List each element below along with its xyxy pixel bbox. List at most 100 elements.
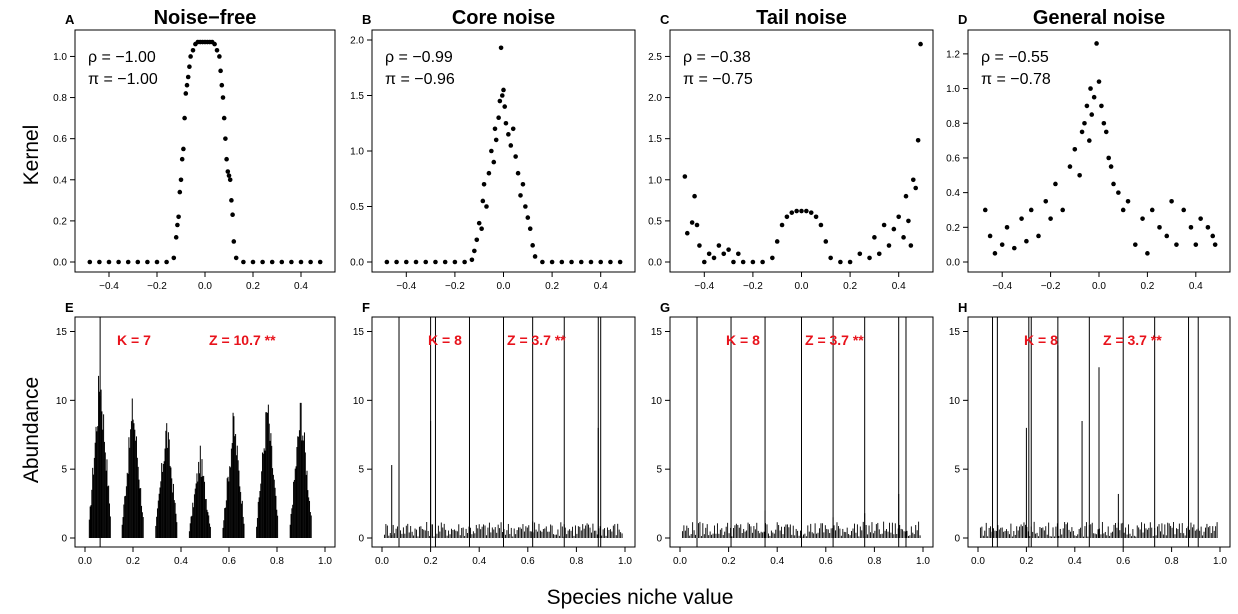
kernel-point: [489, 148, 494, 154]
kernel-point: [617, 259, 623, 265]
x-tick-label: 0.0: [673, 556, 687, 567]
x-tick-label: −0.4: [694, 281, 714, 292]
kernel-point: [442, 259, 448, 265]
rho-statistic: ρ = −0.99: [385, 49, 453, 66]
kernel-point: [1084, 103, 1090, 109]
y-tick-label: 15: [56, 327, 68, 338]
plot-frame: [74, 29, 336, 273]
kernel-point: [154, 259, 160, 265]
kernel-point: [492, 126, 498, 132]
pi-statistic: π = −0.96: [385, 71, 455, 88]
kernel-point: [1101, 120, 1107, 126]
kernel-point: [813, 214, 819, 220]
x-tick-label: 0.2: [126, 556, 140, 567]
kernel-point: [219, 82, 225, 88]
y-tick-label: 0.5: [648, 216, 662, 227]
kernel-point: [706, 251, 712, 257]
y-tick-label: 0.8: [946, 119, 960, 130]
kernel-point: [915, 138, 921, 143]
kernel-point: [716, 243, 722, 248]
kernel-point: [506, 132, 511, 137]
kernel-point: [1108, 164, 1114, 169]
kernel-point: [481, 182, 487, 187]
x-tick-label: −0.2: [743, 281, 763, 292]
kernel-point: [484, 204, 489, 209]
panel-letter: B: [362, 12, 371, 27]
panels-group: −0.4 −0.2 0.0 0.2 0.4 0.0 0.2 0.4 0.6 0.8 1.0 A Nois…: [53, 7, 1231, 567]
kernel-point: [838, 259, 843, 265]
kernel-point: [682, 174, 688, 179]
y-tick-label: 5: [358, 465, 364, 476]
y-tick-label: 0.6: [53, 134, 67, 145]
kernel-point: [502, 104, 508, 109]
kernel-point: [525, 215, 531, 220]
panel-title: General noise: [1033, 7, 1165, 29]
x-tick-label: 0.4: [594, 281, 608, 292]
x-tick-label: −0.4: [992, 281, 1012, 292]
kernel-point: [867, 255, 872, 261]
kernel-point: [1111, 181, 1116, 187]
plot-frame: [967, 29, 1231, 273]
x-tick-label: 0.0: [78, 556, 92, 567]
y-tick-label: 0.0: [946, 258, 960, 269]
kernel-point: [918, 41, 923, 47]
x-tick-label: 1.0: [318, 556, 332, 567]
kernel-point: [1169, 198, 1174, 204]
kernel-point: [498, 45, 504, 51]
y-tick-label: 0: [656, 534, 662, 545]
x-tick-label: 1.0: [916, 556, 930, 567]
pi-statistic: π = −1.00: [88, 71, 158, 88]
kernel-point: [520, 182, 526, 187]
kernel-point: [181, 146, 186, 152]
kernel-point: [1019, 216, 1024, 221]
x-tick-label: 0.2: [722, 556, 736, 567]
kernel-point: [177, 189, 183, 195]
x-tick-label: 0.4: [174, 556, 188, 567]
kernel-point: [779, 222, 785, 228]
x-tick-label: 0.2: [1140, 281, 1154, 292]
abundance-panel-e: 0.0 0.2 0.4 0.6 0.8 1.0 0 5 10 15 E K = 7 Z = 10.7 *…: [56, 300, 336, 567]
kernel-point: [1012, 245, 1017, 251]
panel-letter: G: [660, 300, 670, 315]
species-niche-axis-label: Species niche value: [547, 586, 734, 609]
y-tick-label: 0.5: [350, 202, 364, 213]
kernel-point: [694, 222, 700, 228]
kernel-point: [173, 235, 179, 240]
kernel-point: [175, 222, 180, 228]
kernel-point: [1099, 103, 1104, 109]
kernel-point: [1091, 94, 1097, 100]
x-tick-label: 0.0: [795, 281, 809, 292]
kernel-point: [87, 259, 93, 265]
x-tick-label: 0.2: [843, 281, 857, 292]
panel-letter: F: [362, 300, 370, 315]
kernel-point: [760, 259, 765, 265]
kernel-point: [185, 74, 191, 80]
kernel-point: [1072, 146, 1078, 152]
kernel-point: [818, 222, 824, 228]
kernel-point: [1053, 181, 1058, 187]
x-tick-label: 0.4: [1189, 281, 1203, 292]
kernel-panel-d: −0.4 −0.2 0.0 0.2 0.4 0.0 0.2 0.4 0.6 0.8 1.0 1.2 D G…: [946, 7, 1231, 292]
kernel-point: [499, 93, 505, 98]
kernel-point: [493, 137, 499, 143]
kernel-point: [608, 259, 613, 265]
abundance-panel-f: 0.0 0.2 0.4 0.6 0.8 1.0 0 5 10 15 F K = 8 Z = 3.7 **: [353, 300, 636, 567]
kernel-point: [774, 239, 780, 244]
kernel-point: [999, 242, 1005, 247]
x-tick-label: 0.4: [1068, 556, 1082, 567]
x-tick-label: 0.0: [375, 556, 389, 567]
kernel-point: [1060, 207, 1065, 213]
y-tick-label: 1.0: [53, 52, 67, 63]
kernel-point: [1106, 155, 1111, 161]
plot-frame: [669, 29, 934, 273]
kernel-point: [241, 259, 246, 265]
kernel-point: [1193, 242, 1199, 247]
kernel-point: [1077, 172, 1082, 178]
kernel-point: [317, 259, 323, 265]
kernel-point: [598, 259, 603, 265]
kernel-point: [913, 185, 919, 191]
kernel-point: [479, 226, 484, 231]
kernel-point: [1094, 41, 1099, 46]
x-tick-label: 0.0: [971, 556, 985, 567]
